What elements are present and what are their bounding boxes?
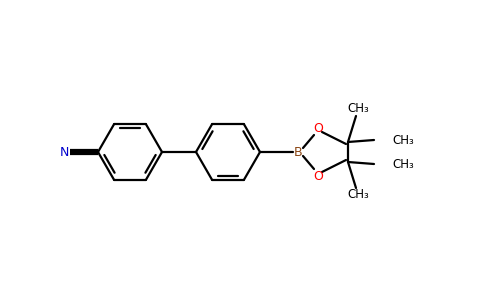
Text: N: N [60, 146, 69, 158]
Text: O: O [313, 122, 323, 134]
Text: CH₃: CH₃ [347, 103, 369, 116]
Text: CH₃: CH₃ [392, 134, 414, 146]
Text: B: B [294, 146, 302, 158]
Text: CH₃: CH₃ [347, 188, 369, 202]
Text: O: O [313, 169, 323, 182]
Text: CH₃: CH₃ [392, 158, 414, 170]
